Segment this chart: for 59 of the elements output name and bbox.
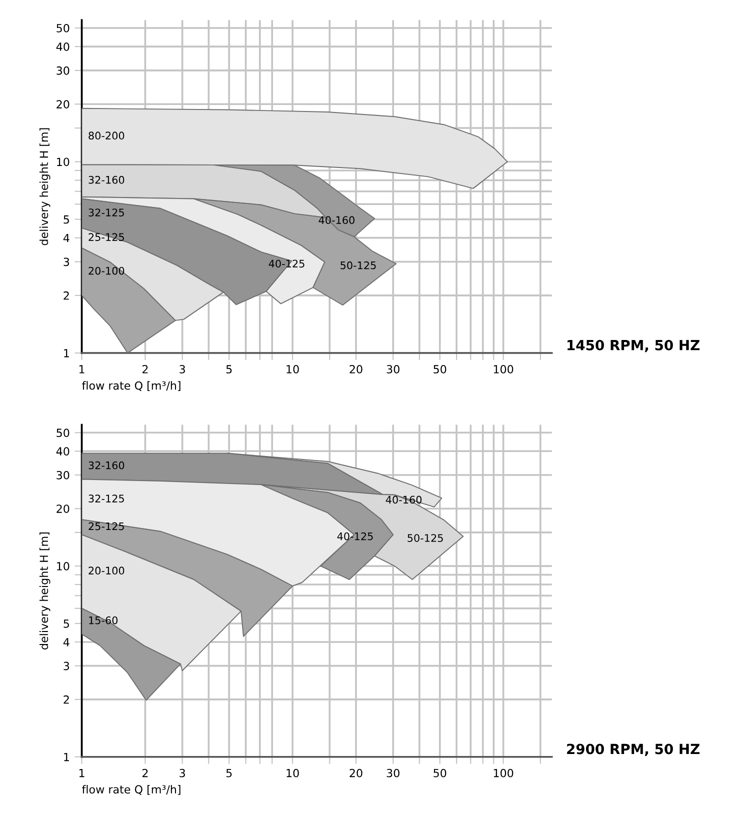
series-label: 50-125	[408, 534, 443, 542]
x-tick-label: 3	[180, 768, 185, 778]
series-label: 40-160	[318, 216, 354, 224]
text: 2900 RPM, 50 HZ	[567, 744, 700, 756]
y-tick-label: 4	[63, 234, 70, 242]
x-tick-label: 1	[79, 769, 84, 778]
y-tick-label: 40	[56, 447, 70, 456]
y-tick-label: 20	[56, 504, 70, 513]
y-tick-label: 30	[56, 66, 70, 75]
y-tick-label: 1	[64, 349, 69, 358]
series-label: 20-100	[88, 266, 124, 275]
x-tick-label: 50	[434, 768, 446, 778]
series-label: 25-125	[88, 522, 124, 530]
x-axis-title: flow rate Q [m³/h]	[82, 381, 180, 392]
x-tick-label: 3	[180, 365, 185, 374]
series-label: 50-125	[340, 261, 376, 270]
y-axis-title: delivery height H [m]	[40, 532, 50, 650]
x-tick-label: 10	[286, 365, 299, 374]
series-label: 20-100	[88, 566, 124, 575]
x-tick-label: 5	[226, 769, 232, 778]
x-tick-label: 30	[386, 365, 400, 374]
series-label: 32-125	[88, 208, 124, 216]
y-tick-label: 10	[57, 158, 70, 166]
x-tick-label: 10	[286, 768, 299, 778]
y-tick-label: 1	[64, 752, 69, 762]
y-tick-label: 20	[56, 100, 70, 109]
y-tick-label: 2	[64, 291, 69, 300]
y-tick-label: 2	[64, 695, 69, 704]
x-tick-label: 50	[434, 365, 446, 374]
y-axis-title: delivery height H [m]	[40, 128, 50, 246]
series-label: 32-160	[88, 176, 124, 184]
x-tick-label: 2	[142, 768, 148, 778]
x-tick-label: 20	[350, 365, 362, 374]
x-tick-label: 1	[79, 365, 84, 374]
y-tick-label: 3	[64, 662, 70, 670]
x-tick-label: 100	[494, 768, 514, 778]
y-tick-label: 4	[63, 638, 70, 646]
series-label: 32-160	[88, 461, 124, 470]
y-tick-label: 50	[56, 24, 70, 32]
y-tick-label: 5	[64, 620, 69, 628]
series-label: 15-60	[89, 616, 118, 624]
series-label: 25-125	[88, 233, 124, 242]
y-tick-label: 50	[56, 428, 70, 438]
series-label: 40-160	[386, 496, 422, 504]
x-tick-label: 5	[226, 365, 232, 374]
series-label: 40-125	[337, 532, 373, 540]
x-tick-label: 2	[142, 365, 148, 374]
y-tick-label: 30	[56, 470, 70, 480]
y-tick-label: 5	[64, 215, 69, 224]
x-tick-label: 100	[494, 365, 514, 374]
series-label: 80-200	[88, 132, 124, 140]
y-tick-label: 40	[56, 42, 70, 51]
x-tick-label: 20	[350, 768, 362, 778]
y-tick-label: 3	[64, 258, 70, 266]
x-tick-label: 30	[386, 768, 400, 778]
series-label: 32-125	[88, 494, 124, 502]
x-axis-title: flow rate Q [m³/h]	[82, 784, 180, 795]
y-tick-label: 10	[57, 562, 70, 570]
text: 1450 RPM, 50 HZ	[568, 340, 700, 352]
